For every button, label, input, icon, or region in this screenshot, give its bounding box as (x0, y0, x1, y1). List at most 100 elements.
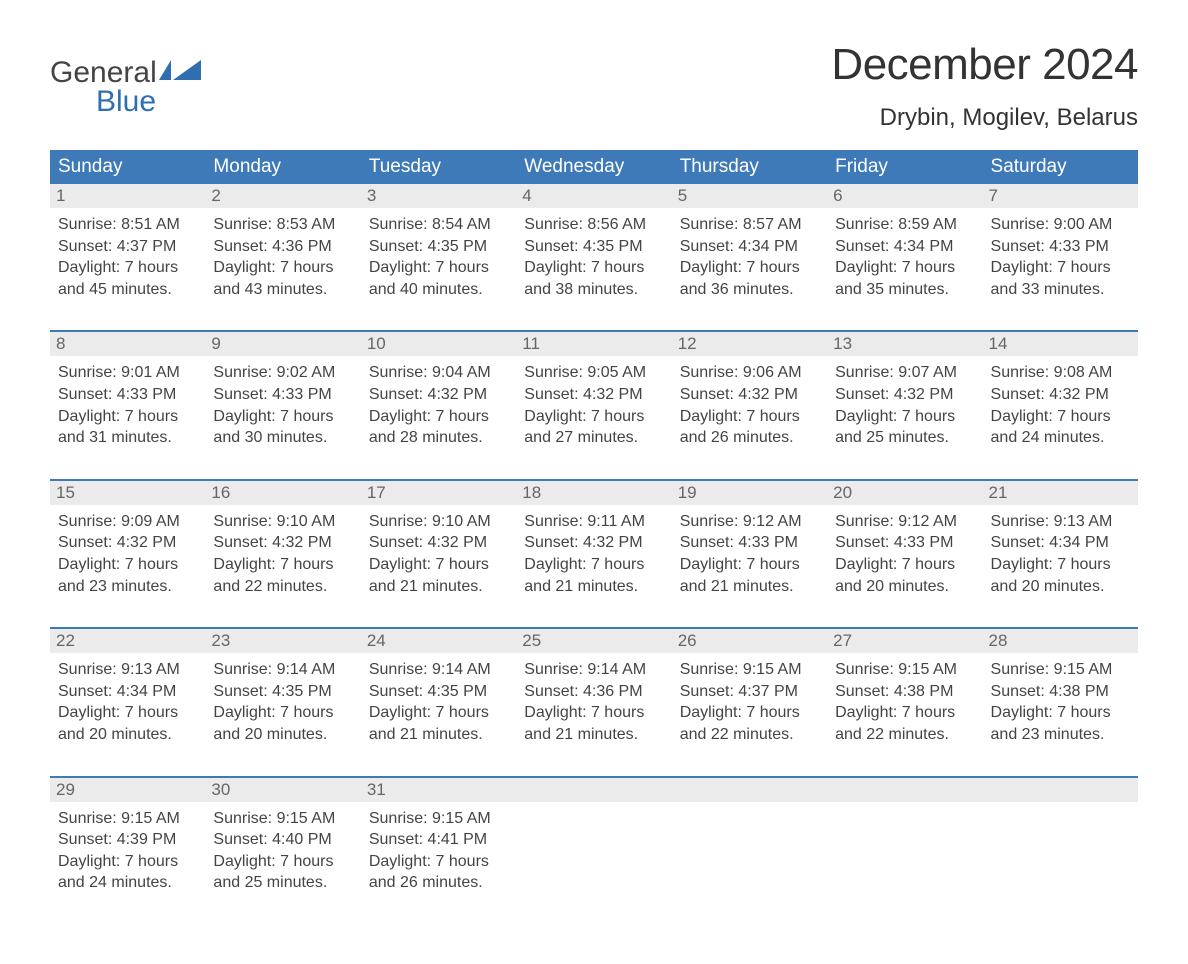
day-number-cell: 14 (983, 331, 1138, 356)
day-cell: Sunrise: 9:15 AMSunset: 4:38 PMDaylight:… (827, 653, 982, 776)
sunset-text: Sunset: 4:32 PM (835, 384, 974, 406)
day-content: Sunrise: 9:01 AMSunset: 4:33 PMDaylight:… (50, 356, 205, 478)
page-header: General Blue December 2024 Drybin, Mogil… (50, 40, 1138, 132)
day-cell: Sunrise: 9:14 AMSunset: 4:35 PMDaylight:… (205, 653, 360, 776)
day-cell: Sunrise: 9:07 AMSunset: 4:32 PMDaylight:… (827, 356, 982, 479)
day-content: Sunrise: 8:56 AMSunset: 4:35 PMDaylight:… (516, 208, 671, 330)
day-cell: Sunrise: 9:04 AMSunset: 4:32 PMDaylight:… (361, 356, 516, 479)
sunrise-text: Sunrise: 9:13 AM (991, 511, 1130, 533)
day-number-cell: 29 (50, 777, 205, 802)
d2-text: and 21 minutes. (524, 576, 663, 598)
d1-text: Daylight: 7 hours (213, 257, 352, 279)
day-cell: Sunrise: 9:13 AMSunset: 4:34 PMDaylight:… (983, 505, 1138, 628)
sunrise-text: Sunrise: 9:01 AM (58, 362, 197, 384)
day-cell: Sunrise: 9:10 AMSunset: 4:32 PMDaylight:… (205, 505, 360, 628)
d2-text: and 20 minutes. (213, 724, 352, 746)
d2-text: and 20 minutes. (991, 576, 1130, 598)
day-content: Sunrise: 9:02 AMSunset: 4:33 PMDaylight:… (205, 356, 360, 478)
d1-text: Daylight: 7 hours (213, 406, 352, 428)
day-content: Sunrise: 9:13 AMSunset: 4:34 PMDaylight:… (983, 505, 1138, 627)
day-content: Sunrise: 9:12 AMSunset: 4:33 PMDaylight:… (672, 505, 827, 627)
sunrise-text: Sunrise: 9:15 AM (369, 808, 508, 830)
sunrise-text: Sunrise: 8:53 AM (213, 214, 352, 236)
sunrise-text: Sunrise: 9:15 AM (991, 659, 1130, 681)
d2-text: and 26 minutes. (369, 872, 508, 894)
sunset-text: Sunset: 4:32 PM (58, 532, 197, 554)
day-number-cell: 25 (516, 628, 671, 653)
day-cell: Sunrise: 9:15 AMSunset: 4:39 PMDaylight:… (50, 802, 205, 924)
d2-text: and 21 minutes. (524, 724, 663, 746)
weekday-header: Saturday (983, 150, 1138, 184)
day-number-cell (516, 777, 671, 802)
sunrise-text: Sunrise: 9:08 AM (991, 362, 1130, 384)
sunrise-text: Sunrise: 9:04 AM (369, 362, 508, 384)
day-number-cell: 24 (361, 628, 516, 653)
day-number-cell: 4 (516, 184, 671, 208)
d2-text: and 30 minutes. (213, 427, 352, 449)
d1-text: Daylight: 7 hours (680, 554, 819, 576)
day-cell: Sunrise: 9:15 AMSunset: 4:40 PMDaylight:… (205, 802, 360, 924)
day-content: Sunrise: 9:11 AMSunset: 4:32 PMDaylight:… (516, 505, 671, 627)
logo-word2: Blue (50, 88, 207, 117)
day-number-cell (672, 777, 827, 802)
day-cell: Sunrise: 9:15 AMSunset: 4:37 PMDaylight:… (672, 653, 827, 776)
sunset-text: Sunset: 4:33 PM (680, 532, 819, 554)
day-number-cell: 23 (205, 628, 360, 653)
sunset-text: Sunset: 4:35 PM (369, 236, 508, 258)
sunrise-text: Sunrise: 9:06 AM (680, 362, 819, 384)
day-cell: Sunrise: 9:06 AMSunset: 4:32 PMDaylight:… (672, 356, 827, 479)
day-cell: Sunrise: 9:09 AMSunset: 4:32 PMDaylight:… (50, 505, 205, 628)
d1-text: Daylight: 7 hours (680, 257, 819, 279)
day-content: Sunrise: 9:10 AMSunset: 4:32 PMDaylight:… (205, 505, 360, 627)
sunset-text: Sunset: 4:33 PM (991, 236, 1130, 258)
day-cell (672, 802, 827, 924)
d1-text: Daylight: 7 hours (213, 554, 352, 576)
week-row: Sunrise: 9:15 AMSunset: 4:39 PMDaylight:… (50, 802, 1138, 924)
sunrise-text: Sunrise: 9:05 AM (524, 362, 663, 384)
sunset-text: Sunset: 4:32 PM (991, 384, 1130, 406)
day-cell: Sunrise: 9:11 AMSunset: 4:32 PMDaylight:… (516, 505, 671, 628)
day-cell (983, 802, 1138, 924)
d1-text: Daylight: 7 hours (58, 851, 197, 873)
sunrise-text: Sunrise: 9:12 AM (835, 511, 974, 533)
sunset-text: Sunset: 4:33 PM (58, 384, 197, 406)
day-content: Sunrise: 9:13 AMSunset: 4:34 PMDaylight:… (50, 653, 205, 775)
sunrise-text: Sunrise: 8:56 AM (524, 214, 663, 236)
day-cell: Sunrise: 9:01 AMSunset: 4:33 PMDaylight:… (50, 356, 205, 479)
d1-text: Daylight: 7 hours (524, 406, 663, 428)
day-number-cell: 10 (361, 331, 516, 356)
day-number-cell: 11 (516, 331, 671, 356)
day-content: Sunrise: 9:14 AMSunset: 4:35 PMDaylight:… (361, 653, 516, 775)
day-number-cell: 15 (50, 480, 205, 505)
day-number-cell: 5 (672, 184, 827, 208)
d1-text: Daylight: 7 hours (991, 702, 1130, 724)
d1-text: Daylight: 7 hours (991, 554, 1130, 576)
day-content: Sunrise: 9:14 AMSunset: 4:35 PMDaylight:… (205, 653, 360, 775)
d2-text: and 43 minutes. (213, 279, 352, 301)
day-content: Sunrise: 9:10 AMSunset: 4:32 PMDaylight:… (361, 505, 516, 627)
d1-text: Daylight: 7 hours (524, 257, 663, 279)
d2-text: and 40 minutes. (369, 279, 508, 301)
d2-text: and 28 minutes. (369, 427, 508, 449)
day-content: Sunrise: 9:00 AMSunset: 4:33 PMDaylight:… (983, 208, 1138, 330)
sunrise-text: Sunrise: 9:15 AM (213, 808, 352, 830)
day-content: Sunrise: 8:59 AMSunset: 4:34 PMDaylight:… (827, 208, 982, 330)
sunset-text: Sunset: 4:34 PM (680, 236, 819, 258)
d2-text: and 33 minutes. (991, 279, 1130, 301)
day-cell: Sunrise: 8:51 AMSunset: 4:37 PMDaylight:… (50, 208, 205, 331)
d1-text: Daylight: 7 hours (369, 702, 508, 724)
sunset-text: Sunset: 4:33 PM (213, 384, 352, 406)
d2-text: and 31 minutes. (58, 427, 197, 449)
weekday-header: Sunday (50, 150, 205, 184)
day-number-cell: 28 (983, 628, 1138, 653)
d1-text: Daylight: 7 hours (369, 851, 508, 873)
sunset-text: Sunset: 4:32 PM (213, 532, 352, 554)
day-cell: Sunrise: 9:00 AMSunset: 4:33 PMDaylight:… (983, 208, 1138, 331)
weekday-header: Tuesday (361, 150, 516, 184)
day-number-cell: 18 (516, 480, 671, 505)
day-cell: Sunrise: 9:14 AMSunset: 4:36 PMDaylight:… (516, 653, 671, 776)
calendar-body: 1234567Sunrise: 8:51 AMSunset: 4:37 PMDa… (50, 184, 1138, 924)
day-number-cell: 13 (827, 331, 982, 356)
sunrise-text: Sunrise: 9:14 AM (369, 659, 508, 681)
day-cell: Sunrise: 9:15 AMSunset: 4:41 PMDaylight:… (361, 802, 516, 924)
